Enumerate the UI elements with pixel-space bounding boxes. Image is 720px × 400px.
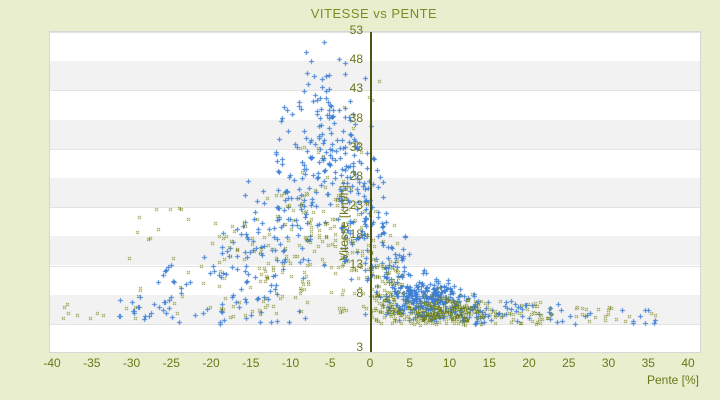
x-tick-label: -35 — [83, 356, 101, 370]
chart-title: VITESSE vs PENTE — [310, 6, 438, 21]
x-tick-label: 0 — [366, 356, 374, 370]
y-axis-min-label: 3 — [356, 340, 363, 354]
zero-axis-line — [370, 32, 372, 352]
x-tick-label: -30 — [122, 356, 141, 370]
x-tick-label: 35 — [641, 356, 655, 370]
x-tick-label: -15 — [242, 356, 260, 370]
plot-area — [49, 31, 701, 353]
x-tick-label: -25 — [162, 356, 180, 370]
x-tick-label: -5 — [324, 356, 336, 370]
scatter-points-canvas — [50, 32, 700, 352]
x-tick-label: 20 — [522, 356, 536, 370]
x-tick-label: -20 — [202, 356, 220, 370]
x-tick-label: 15 — [482, 356, 496, 370]
x-tick-label: -10 — [281, 356, 300, 370]
x-tick-label: 40 — [681, 356, 695, 370]
x-axis-title: Pente [%] — [646, 373, 699, 387]
x-tick-label: -40 — [43, 356, 61, 370]
x-tick-label: 10 — [442, 356, 457, 370]
y-axis-title: Vitesse [km/h] — [337, 185, 351, 261]
x-tick-label: 25 — [562, 356, 576, 370]
x-tick-label: 30 — [601, 356, 616, 370]
x-tick-label: 5 — [406, 356, 414, 370]
